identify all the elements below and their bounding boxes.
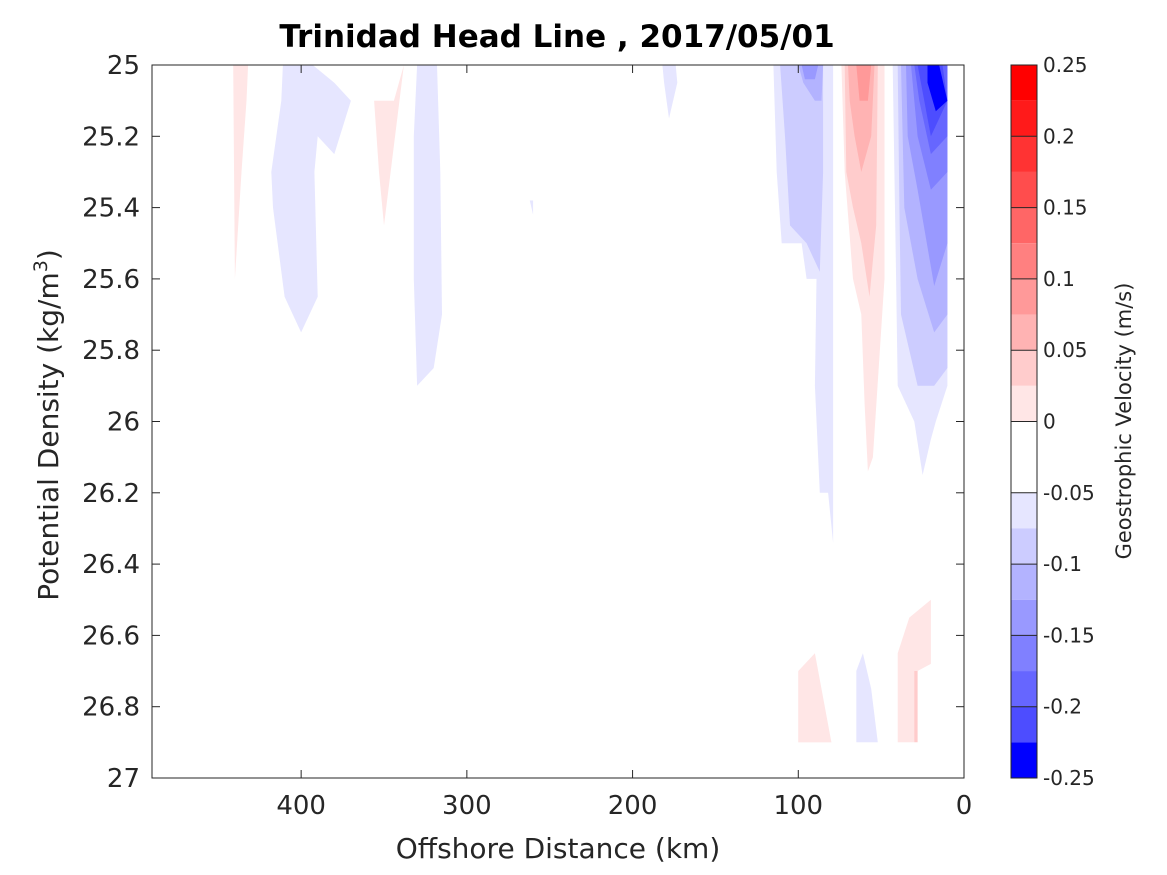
colorbar-tick-label--0.05: -0.05 (1043, 481, 1095, 505)
colorbar-level-2 (1011, 136, 1037, 172)
x-tick-label-400: 400 (276, 791, 326, 821)
colorbar-level-15 (1011, 599, 1037, 636)
colorbar-level-19 (1011, 742, 1037, 778)
y-tick-label-27: 27 (107, 764, 140, 794)
x-tick-label-200: 200 (608, 791, 658, 821)
y-tick-label-25.4: 25.4 (82, 194, 140, 224)
y-tick-label-25.2: 25.2 (82, 122, 140, 152)
colorbar-level-6 (1011, 278, 1037, 315)
colorbar-label: Geostrophic Velocity (m/s) (1112, 283, 1136, 560)
colorbar-level-7 (1011, 314, 1037, 351)
y-axis-ticks: 25 25.2 25.4 25.6 25.8 26 26.2 26.4 26.6 26.8 27 (82, 51, 964, 794)
colorbar-level-18 (1011, 706, 1037, 743)
x-tick-label-100: 100 (773, 791, 823, 821)
y-tick-label-26.8: 26.8 (82, 693, 140, 723)
y-axis-label-main: Potential Density (kg/m (32, 272, 65, 601)
contour-region-23 (798, 653, 832, 743)
colorbar-tick-label-0: 0 (1043, 410, 1056, 434)
contour-region-26 (914, 671, 918, 743)
y-tick-label-25.8: 25.8 (82, 336, 140, 366)
colorbar: 0.25 0.2 0.15 0.1 0.05 0 -0.05 -0.1 -0.15 -0.2 -0.… (1010, 53, 1095, 790)
x-axis-ticks: 400 300 200 100 0 (276, 65, 972, 821)
contour-region-9 (801, 65, 819, 80)
plot-area: 400 300 200 100 0 25 25.2 25.4 25.6 25.8 26 26.2 26… (82, 51, 972, 821)
colorbar-levels (1011, 65, 1037, 778)
contour-region-13 (856, 65, 872, 101)
colorbar-level-5 (1011, 243, 1037, 279)
contour-region-3 (413, 65, 442, 386)
contour-region-0 (233, 65, 249, 279)
colorbar-level-10 (1011, 421, 1037, 458)
x-tick-label-0: 0 (956, 791, 973, 821)
contour-region-4 (529, 200, 534, 215)
contour-region-1 (271, 65, 351, 333)
colorbar-tick-label-0.1: 0.1 (1043, 267, 1075, 291)
x-tick-label-300: 300 (442, 791, 492, 821)
chart-title: Trinidad Head Line , 2017/05/01 (279, 19, 834, 55)
y-tick-label-26: 26 (107, 408, 140, 438)
y-axis-label-close: ) (32, 249, 65, 260)
colorbar-tick-label-0.25: 0.25 (1043, 53, 1088, 77)
contour-regions (233, 65, 948, 743)
y-tick-label-25.6: 25.6 (82, 265, 140, 295)
colorbar-level-1 (1011, 100, 1037, 137)
colorbar-tick-label-0.15: 0.15 (1043, 196, 1088, 220)
contour-region-24 (856, 653, 878, 743)
colorbar-level-4 (1011, 207, 1037, 244)
colorbar-tick-label-0.2: 0.2 (1043, 124, 1075, 148)
y-tick-label-26.4: 26.4 (82, 550, 140, 580)
y-tick-label-26.2: 26.2 (82, 479, 140, 509)
colorbar-tick-label-0.05: 0.05 (1043, 338, 1088, 362)
colorbar-tick-label--0.25: -0.25 (1043, 766, 1095, 790)
colorbar-ticks: 0.25 0.2 0.15 0.1 0.05 0 -0.05 -0.1 -0.15 -0.2 -0.… (1011, 53, 1095, 790)
x-axis-label: Offshore Distance (km) (396, 832, 721, 865)
colorbar-level-3 (1011, 171, 1037, 208)
colorbar-level-12 (1011, 492, 1037, 529)
colorbar-level-13 (1011, 528, 1037, 565)
y-tick-label-26.6: 26.6 (82, 621, 140, 651)
contour-region-7 (780, 65, 824, 272)
colorbar-level-8 (1011, 350, 1037, 386)
colorbar-tick-label--0.1: -0.1 (1043, 552, 1082, 576)
colorbar-tick-label--0.2: -0.2 (1043, 695, 1082, 719)
y-tick-label-25: 25 (107, 51, 140, 81)
y-axis-label-superscript: 3 (30, 260, 52, 272)
colorbar-level-9 (1011, 385, 1037, 422)
contour-region-21 (927, 65, 948, 112)
colorbar-tick-label--0.15: -0.15 (1043, 623, 1095, 647)
contour-region-2 (374, 65, 404, 226)
colorbar-level-17 (1011, 671, 1037, 707)
colorbar-level-14 (1011, 564, 1037, 600)
colorbar-level-0 (1011, 65, 1037, 101)
colorbar-level-16 (1011, 635, 1037, 672)
contour-region-5 (662, 65, 678, 119)
colorbar-level-11 (1011, 457, 1037, 493)
y-axis-label: Potential Density (kg/m3) (30, 249, 65, 601)
